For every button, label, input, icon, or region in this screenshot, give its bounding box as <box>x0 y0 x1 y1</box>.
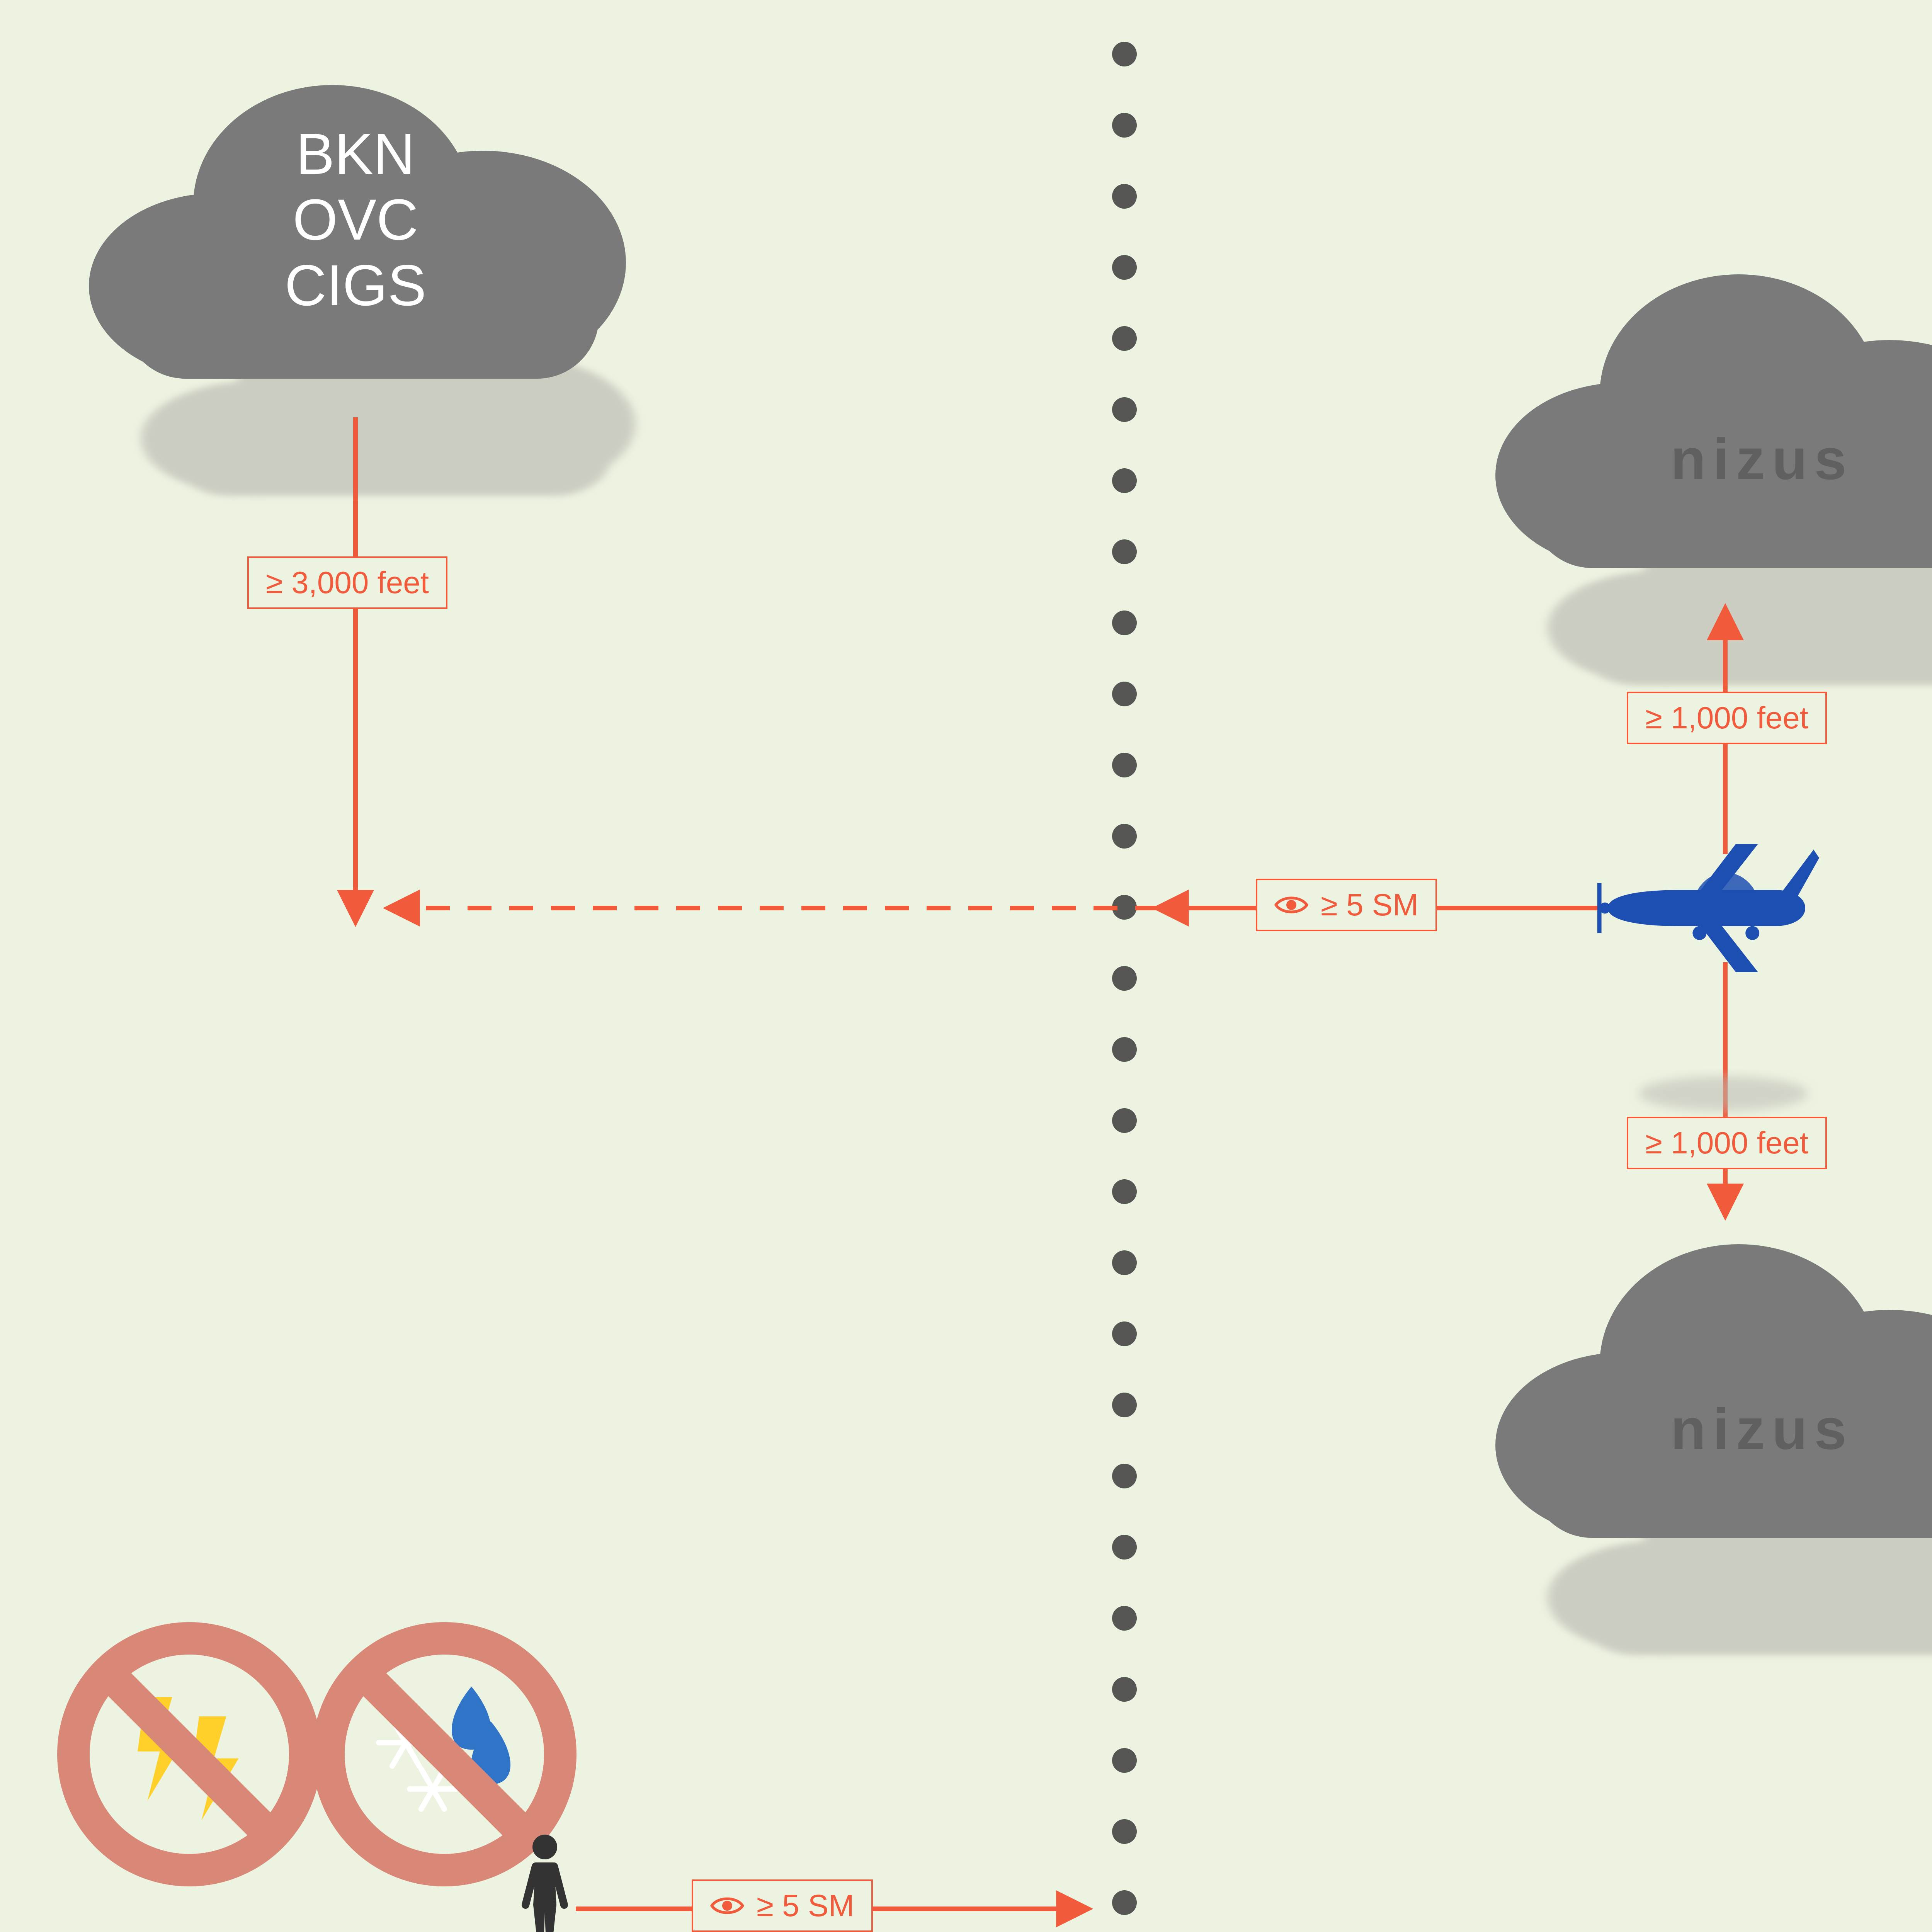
divider <box>1112 42 1137 1932</box>
airplane-icon <box>1599 844 1819 972</box>
eye-icon <box>710 1894 744 1917</box>
diagram-stage: BKNOVCCIGSnizusnizus nizus ≥ 3,000 feet … <box>0 0 1932 1932</box>
label-ground-visibility: ≥ 5 SM <box>692 1879 873 1932</box>
diagram-svg: BKNOVCCIGSnizusnizus nizus <box>0 0 1932 1932</box>
label-clearance-above-text: ≥ 1,000 feet <box>1645 700 1808 736</box>
label-ceiling: ≥ 3,000 feet <box>247 556 447 609</box>
svg-text:BKN: BKN <box>296 121 415 186</box>
label-ground-visibility-text: ≥ 5 SM <box>757 1888 854 1923</box>
svg-text:nizus: nizus <box>1670 427 1853 492</box>
label-clearance-above: ≥ 1,000 feet <box>1627 692 1827 744</box>
svg-text:OVC: OVC <box>293 187 418 252</box>
label-clearance-below: ≥ 1,000 feet <box>1627 1117 1827 1169</box>
label-air-visibility-text: ≥ 5 SM <box>1321 887 1418 923</box>
svg-text:CIGS: CIGS <box>285 253 427 318</box>
label-ceiling-text: ≥ 3,000 feet <box>266 565 429 600</box>
label-clearance-below-text: ≥ 1,000 feet <box>1645 1125 1808 1161</box>
svg-text:nizus: nizus <box>1670 1396 1853 1461</box>
eye-icon <box>1274 893 1308 917</box>
label-air-visibility: ≥ 5 SM <box>1256 879 1437 931</box>
